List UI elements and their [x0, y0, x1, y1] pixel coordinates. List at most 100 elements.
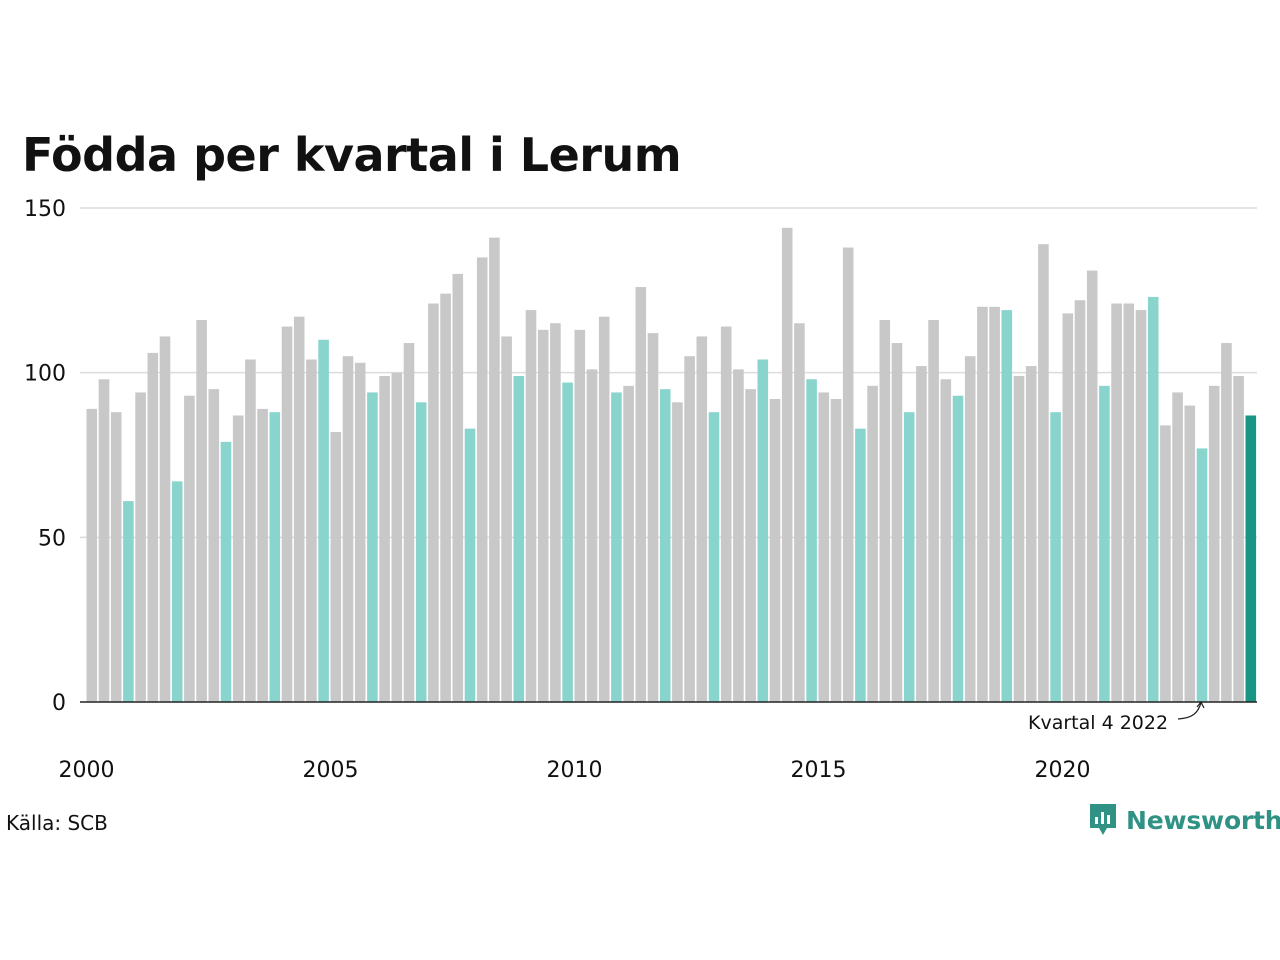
bar: 2004 K2: 117: [293, 316, 305, 702]
x-tick-label: 2020: [1035, 758, 1091, 783]
bar: 2005 K2: 105: [342, 356, 354, 702]
bar: 2000 K1: 89: [86, 408, 98, 702]
bar: 2002 K3: 95: [208, 389, 220, 702]
bar: 2001 K2: 106: [147, 352, 159, 702]
bar: 2007 K1: 121: [428, 303, 439, 702]
bar: 2012 K1: 91: [672, 402, 683, 702]
bar: 2000 K3: 88: [110, 412, 122, 702]
bar: 2006 K2: 100: [391, 372, 403, 702]
bar: undefined: 96: [1208, 385, 1220, 702]
annotation-arrow: [1177, 702, 1202, 720]
bar: 2001 K3: 111: [159, 336, 171, 702]
x-tick-label: 2010: [547, 758, 603, 783]
bar: 2016 K2: 116: [879, 319, 891, 702]
bar: 2021 K1: 121: [1111, 303, 1122, 702]
bar: 2022 K2: 94: [1172, 392, 1183, 702]
y-tick-label: 150: [24, 197, 66, 222]
bar: 2011 K1: 96: [623, 385, 634, 702]
bar: 2000 K2: 98: [98, 379, 110, 702]
annotation: Kvartal 4 2022: [1028, 700, 1205, 734]
bar: 2007 K4: 83: [464, 428, 476, 702]
bar: 2017 K2: 116: [928, 319, 939, 702]
bar: 2020 K3: 131: [1086, 270, 1098, 702]
bar: 2007 K2: 124: [440, 293, 451, 702]
bar: 2016 K3: 109: [891, 343, 903, 702]
source-note: Källa: SCB: [6, 811, 108, 835]
bar: 2019 K1: 99: [1013, 375, 1025, 702]
bar: 2010 K3: 117: [598, 316, 610, 702]
bar: 2020 K2: 122: [1074, 300, 1086, 702]
bar: 2015 K1: 94: [818, 392, 830, 702]
bar: 2013 K2: 101: [733, 369, 744, 702]
bar: 2003 K3: 89: [257, 408, 268, 702]
bar: 2005 K3: 103: [354, 362, 366, 702]
bar: 2003 K1: 87: [232, 415, 244, 702]
bar: 2003 K4: 88: [269, 412, 281, 702]
bar: 2008 K2: 141: [489, 237, 500, 702]
bar: 2013 K4: 104: [757, 359, 769, 702]
bar: 2006 K1: 99: [379, 375, 390, 702]
bar: 2016 K1: 96: [867, 385, 878, 702]
bar-chart: 2000 K1: 892000 K2: 982000 K3: 882000 K4…: [24, 197, 1257, 783]
bar: 2019 K3: 139: [1038, 244, 1049, 703]
bar: 2005 K4: 94: [367, 392, 378, 702]
bar: 2017 K4: 93: [952, 395, 964, 702]
bar: 2021 K4: 123: [1147, 296, 1159, 702]
bar: 2012 K3: 111: [696, 336, 708, 702]
y-tick-label: 0: [52, 691, 66, 716]
x-tick-label: 2015: [791, 758, 847, 783]
bar: 2012 K4: 88: [708, 412, 720, 702]
y-tick-label: 100: [24, 362, 66, 387]
bar: undefined: 99: [1233, 375, 1244, 702]
bar: 2002 K2: 116: [196, 319, 207, 702]
chart-title: Födda per kvartal i Lerum: [22, 128, 682, 182]
y-tick-label: 50: [38, 526, 66, 551]
bar: 2021 K3: 119: [1135, 310, 1147, 702]
bar: 2004 K3: 104: [306, 359, 317, 702]
bar: 2013 K3: 95: [745, 389, 756, 702]
bar: 2020 K1: 118: [1062, 313, 1074, 702]
bar: 2006 K3: 109: [403, 343, 415, 702]
bar: 2010 K2: 101: [586, 369, 598, 702]
axes: 0 50 100 150 2000 2005 2010 2015 2020: [24, 197, 1257, 783]
bar: 2008 K3: 111: [501, 336, 512, 702]
x-tick-label: 2000: [59, 758, 115, 783]
bar: 2011 K2: 126: [635, 287, 647, 702]
annotation-arrowhead: [1196, 700, 1205, 709]
bar-latest: undefined: 87: [1245, 415, 1257, 702]
bar: 2009 K4: 97: [562, 382, 573, 702]
brand-logo: Newsworthy: [1088, 802, 1280, 838]
bar: 2002 K1: 93: [184, 395, 195, 702]
bar: undefined: 109: [1221, 343, 1232, 702]
x-tick-label: 2005: [303, 758, 359, 783]
bar: 2017 K3: 98: [940, 379, 952, 702]
bar: 2004 K1: 114: [281, 326, 293, 702]
bar: 2014 K1: 92: [769, 399, 781, 702]
bar: 2008 K4: 99: [513, 375, 525, 702]
annotation-label: Kvartal 4 2022: [1028, 712, 1168, 734]
bars: 2000 K1: 892000 K2: 982000 K3: 882000 K4…: [86, 227, 1257, 703]
bar: 2021 K2: 121: [1123, 303, 1135, 702]
bar: 2018 K4: 119: [1001, 310, 1013, 702]
bar: 2013 K1: 114: [720, 326, 732, 702]
bar: 2018 K1: 105: [964, 356, 976, 702]
bar: 2009 K1: 119: [525, 310, 537, 702]
brand-name: Newsworthy: [1126, 805, 1280, 835]
bar: 2001 K1: 94: [135, 392, 146, 702]
bar: 2011 K4: 95: [659, 389, 671, 702]
bar: 2005 K1: 82: [330, 431, 342, 702]
bar: 2011 K3: 112: [647, 333, 659, 702]
bar: 2019 K2: 102: [1025, 366, 1037, 702]
bar: 2001 K4: 67: [171, 481, 183, 702]
bar: 2002 K4: 79: [220, 441, 232, 702]
bar: 2017 K1: 102: [916, 366, 927, 702]
bar: 2009 K3: 115: [550, 323, 561, 702]
newsworthy-logo-icon: [1090, 804, 1116, 835]
bar: 2004 K4: 110: [318, 339, 329, 702]
bar: 2016 K4: 88: [903, 412, 915, 702]
bar: 2022 K1: 84: [1160, 425, 1171, 702]
bar: 2022 K3: 90: [1184, 405, 1196, 702]
bar: 2012 K2: 105: [684, 356, 695, 702]
bar: 2020 K4: 96: [1099, 385, 1110, 702]
bar: 2007 K3: 130: [452, 273, 464, 702]
